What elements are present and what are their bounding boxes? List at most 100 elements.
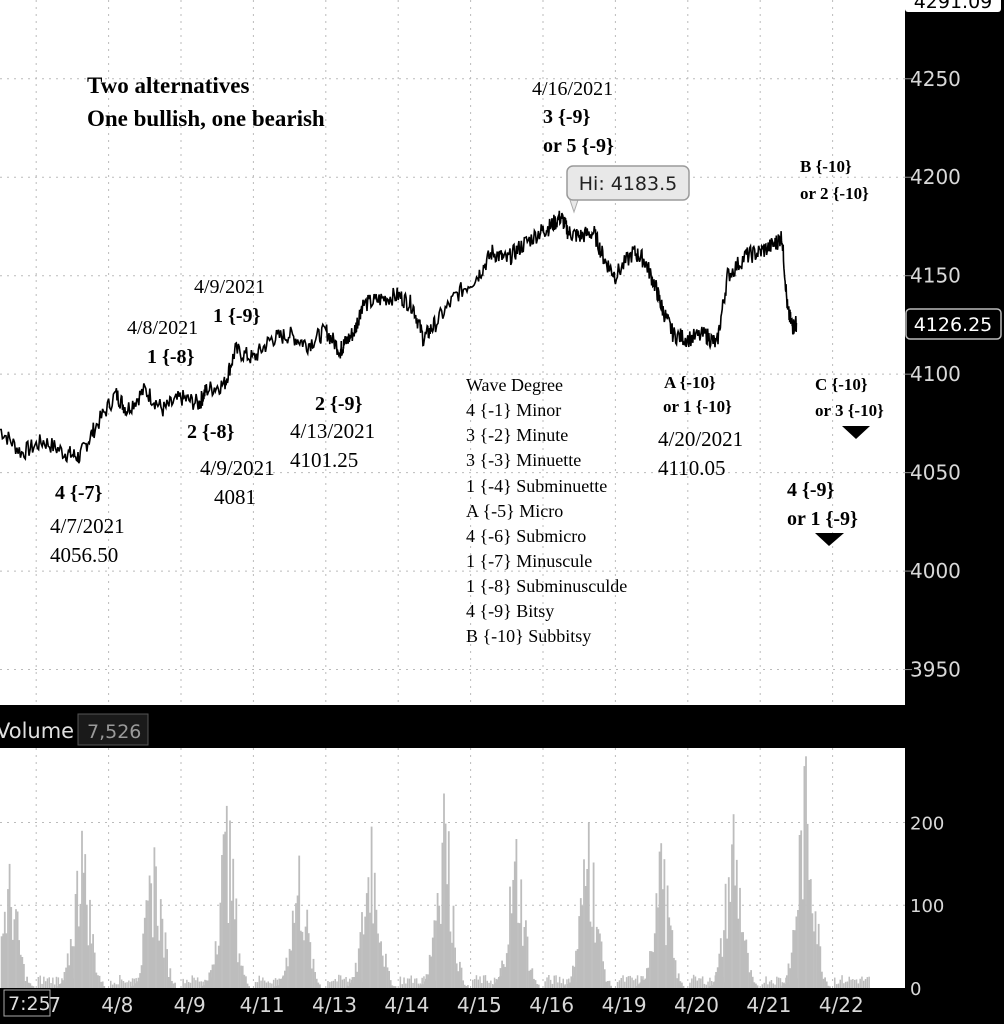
- volume-bar: [488, 982, 490, 988]
- volume-bar: [421, 977, 423, 988]
- volume-bar: [182, 978, 184, 988]
- volume-bar: [568, 982, 571, 988]
- volume-bar: [235, 898, 238, 988]
- volume-bar: [136, 981, 138, 988]
- volume-bar: [724, 883, 727, 988]
- volume-bar: [531, 968, 534, 988]
- volume-bar: [866, 977, 869, 988]
- volume-bar: [427, 974, 429, 988]
- wave-degree-row: 4 {-6} Submicro: [466, 526, 586, 546]
- volume-bar: [158, 940, 161, 988]
- volume-bar: [191, 975, 193, 988]
- volume-bar: [756, 985, 759, 988]
- volume-bar: [93, 952, 96, 988]
- volume-bar: [592, 862, 595, 988]
- volume-bar: [189, 982, 192, 988]
- volume-bar: [71, 946, 74, 988]
- volume-bar: [341, 979, 344, 988]
- volume-bar: [267, 981, 269, 988]
- wave-label-h1: B {-10}: [800, 157, 852, 176]
- volume-bar: [696, 980, 698, 988]
- volume-bar: [681, 982, 683, 988]
- volume-bar: [230, 900, 233, 988]
- volume-bar: [748, 972, 751, 988]
- volume-bar: [19, 954, 22, 988]
- volume-bar: [837, 983, 840, 988]
- volume-bar: [816, 944, 818, 988]
- annotations: Two alternatives One bullish, one bearis…: [50, 73, 884, 646]
- volume-bar: [663, 859, 666, 988]
- volume-bar: [743, 940, 746, 988]
- volume-bar: [846, 981, 849, 988]
- x-tick-label: 4/16: [529, 993, 574, 1017]
- volume-bar: [827, 985, 830, 988]
- volume-bar: [46, 978, 49, 988]
- volume-bar: [863, 980, 865, 988]
- volume-bar: [100, 981, 102, 988]
- volume-bar: [465, 986, 468, 988]
- price-tick-label: 4250: [910, 67, 961, 91]
- volume-bar: [573, 966, 576, 988]
- price-tick-label: 4100: [910, 362, 961, 386]
- volume-bar: [365, 893, 368, 988]
- price-tick-label: 4150: [910, 264, 961, 288]
- down-arrow-icon: [842, 426, 870, 439]
- volume-bar: [147, 900, 149, 988]
- volume-bar: [196, 977, 199, 988]
- volume-bar: [821, 971, 823, 988]
- time-label: 7:25: [8, 993, 51, 1015]
- wave-label-g2: or 1 {-10}: [663, 397, 732, 416]
- volume-bar: [857, 983, 860, 988]
- volume-bar: [110, 980, 112, 988]
- volume-bar: [408, 978, 411, 988]
- volume-bar: [638, 984, 640, 988]
- volume-bar: [133, 978, 136, 988]
- wave-degree-title: Wave Degree: [466, 375, 563, 395]
- volume-bar: [734, 885, 737, 988]
- time-badge: [3, 989, 51, 1017]
- volume-bar: [217, 945, 220, 988]
- volume-bar: [92, 934, 94, 988]
- x-tick-label: 4/11: [240, 993, 285, 1017]
- volume-bar: [779, 978, 782, 988]
- volume-bar: [477, 979, 479, 988]
- volume-bar: [327, 981, 329, 988]
- volume-bar: [23, 964, 25, 988]
- volume-bar: [43, 976, 45, 988]
- volume-bar: [60, 983, 63, 988]
- volume-bar: [751, 976, 754, 988]
- volume-bar: [813, 931, 815, 988]
- volume-bar: [854, 979, 856, 988]
- volume-bar: [389, 980, 392, 988]
- volume-bar: [467, 985, 469, 988]
- volume-bar: [381, 955, 384, 988]
- volume-bar: [834, 977, 836, 988]
- volume-bar: [763, 982, 765, 988]
- volume-bar: [233, 919, 236, 988]
- volume-bar: [447, 831, 450, 988]
- volume-bar: [449, 931, 452, 988]
- volume-bar: [682, 985, 685, 988]
- volume-bar: [166, 949, 168, 988]
- volume-bar: [765, 976, 767, 988]
- volume-bar: [634, 978, 637, 988]
- wave-degree-row: 3 {-2} Minute: [466, 425, 568, 445]
- volume-bar: [809, 879, 812, 988]
- volume-bar: [801, 899, 804, 988]
- volume-bar: [119, 975, 121, 988]
- volume-bar: [55, 976, 58, 988]
- volume-bar: [587, 822, 590, 988]
- volume-bar: [599, 933, 601, 988]
- volume-bar: [353, 977, 355, 988]
- volume-bar: [132, 985, 135, 988]
- volume-bar: [841, 975, 843, 988]
- volume-bar: [529, 969, 532, 988]
- volume-bar: [334, 979, 336, 988]
- volume-bar: [386, 967, 389, 988]
- volume-bar: [139, 973, 141, 988]
- volume-bar: [425, 974, 428, 988]
- volume-bar: [339, 975, 342, 988]
- volume-bar: [187, 982, 190, 988]
- volume-bar: [564, 985, 566, 988]
- volume-bar: [436, 893, 439, 988]
